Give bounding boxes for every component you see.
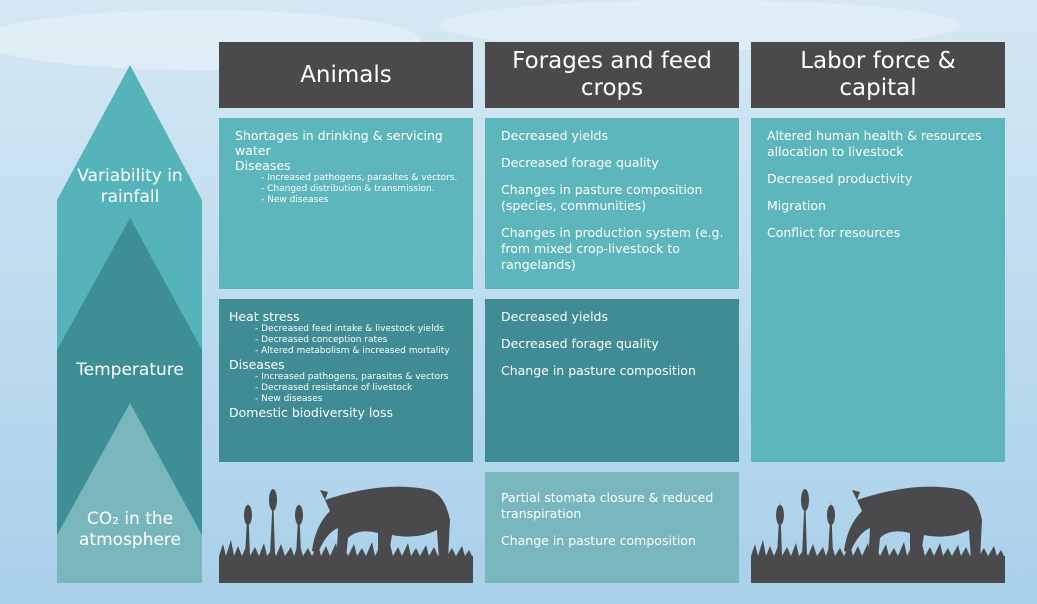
sub-item: - New diseases	[261, 195, 329, 205]
cell-item: Diseases - Increased pathogens, parasites…	[235, 158, 459, 206]
cell-item: Diseases - Increased pathogens, parasites…	[229, 357, 459, 405]
item-text: Decreased yields	[501, 309, 608, 324]
cell: Altered human health & resources allocat…	[751, 118, 1005, 462]
cell-item: Decreased forage quality	[501, 336, 725, 352]
driver-label: Variability in rainfall	[77, 166, 183, 207]
cell-item: Change in pasture composition	[501, 363, 725, 379]
item-text: Heat stress	[229, 309, 300, 324]
item-text: Decreased yields	[501, 128, 608, 143]
item-text: Change in pasture composition	[501, 533, 696, 548]
cell-item: Conflict for resources	[767, 225, 991, 241]
sub-item: - Decreased resistance of livestock	[255, 383, 413, 393]
cell-item: Change in pasture composition	[501, 533, 725, 549]
item-text: Altered human health & resources allocat…	[767, 128, 982, 159]
item-text: Migration	[767, 198, 826, 213]
cell-item: Altered human health & resources allocat…	[767, 128, 991, 160]
item-text: Change in pasture composition	[501, 363, 696, 378]
sub-item: - Decreased feed intake & livestock yiel…	[255, 324, 444, 334]
driver-label: Temperature	[76, 360, 184, 380]
item-text: Domestic biodiversity loss	[229, 405, 393, 420]
item-text: Decreased forage quality	[501, 336, 659, 351]
cell: Decreased yields Decreased forage quality…	[485, 118, 739, 289]
sub-item: - New diseases	[255, 394, 323, 404]
item-text: Diseases	[229, 357, 285, 372]
cell-item: Migration	[767, 198, 991, 214]
arrow-co2	[57, 403, 202, 583]
item-text: Changes in pasture composition (species,…	[501, 182, 703, 213]
item-text: Decreased forage quality	[501, 155, 659, 170]
column-header: Animals	[219, 42, 473, 108]
cell-item: Decreased yields	[501, 309, 725, 325]
cloud	[440, 0, 960, 50]
cell: Decreased yields Decreased forage quality…	[485, 299, 739, 462]
sub-item: - Changed distribution & transmission.	[261, 184, 435, 194]
cell-item: Changes in production system (e.g. from …	[501, 225, 725, 273]
item-text: Diseases	[235, 158, 291, 173]
item-text: Decreased productivity	[767, 171, 913, 186]
driver-label: CO₂ in the atmosphere	[79, 509, 181, 550]
cell-item: Shortages in drinking & servicing water	[235, 128, 459, 158]
cell: Heat stress - Decreased feed intake & liv…	[219, 299, 473, 462]
cell: Shortages in drinking & servicing water D…	[219, 118, 473, 289]
cell-item: Decreased productivity	[767, 171, 991, 187]
cell-item: Changes in pasture composition (species,…	[501, 182, 725, 214]
cell-item: Partial stomata closure & reduced transp…	[501, 490, 725, 522]
sub-item: - Decreased conception rates	[255, 335, 388, 345]
item-text: Partial stomata closure & reduced transp…	[501, 490, 714, 521]
sub-item: - Altered metabolism & increased mortali…	[255, 346, 450, 356]
cell-item: Heat stress - Decreased feed intake & liv…	[229, 309, 459, 357]
cow-illustration	[219, 486, 473, 583]
item-text: Conflict for resources	[767, 225, 901, 240]
column-header: Forages and feed crops	[485, 42, 739, 108]
sub-item: - Increased pathogens, parasites & vecto…	[261, 173, 458, 183]
cell-item: Decreased forage quality	[501, 155, 725, 171]
cell-item: Decreased yields	[501, 128, 725, 144]
cell: Partial stomata closure & reduced transp…	[485, 472, 739, 583]
cow-illustration	[751, 486, 1005, 583]
cell-item: Domestic biodiversity loss	[229, 405, 459, 420]
item-text: Changes in production system (e.g. from …	[501, 225, 724, 272]
sub-item: - Increased pathogens, parasites & vecto…	[255, 372, 449, 382]
column-header: Labor force & capital	[751, 42, 1005, 108]
item-text: Shortages in drinking & servicing water	[235, 128, 443, 158]
